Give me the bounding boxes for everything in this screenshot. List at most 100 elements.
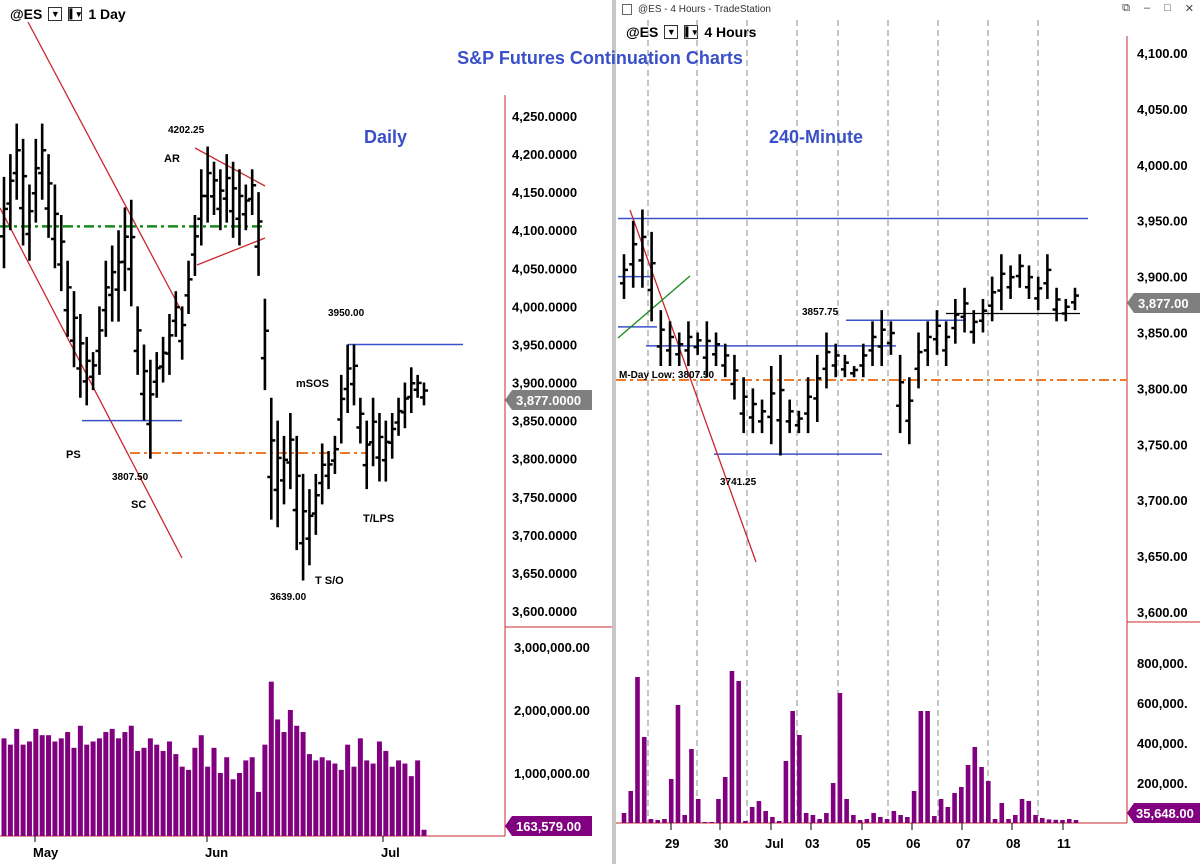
volume-badge-text: 163,579.00 [516, 819, 581, 834]
volume-bar [33, 728, 39, 836]
daily-chart-panel[interactable]: @ES ▼ ▍▾ 1 Day 4,250.0000 4,200.0000 4,150… [0, 0, 614, 864]
volume-bar [71, 747, 77, 836]
volume-bar [824, 813, 829, 823]
triangle-lower [196, 237, 266, 266]
volume-bar [351, 766, 357, 836]
right-toolbar: @ES ▼ ▍▾ 4 Hours [616, 18, 756, 46]
volume-bar [205, 766, 211, 836]
volume-bar [275, 719, 281, 836]
volume-bar [641, 737, 647, 823]
panel-divider [612, 0, 616, 864]
volume-bar [871, 813, 876, 823]
price-badge-text: 3,877.0000 [516, 393, 581, 408]
close-icon[interactable]: ✕ [1184, 3, 1194, 15]
price-tick-label: 4,050.00 [1137, 102, 1188, 117]
restore-icon[interactable]: ⧉ [1122, 2, 1130, 14]
symbol-dropdown-icon[interactable]: ▼ [664, 25, 679, 39]
volume-bar [192, 747, 198, 836]
daily-chart-svg[interactable]: 4,250.0000 4,200.0000 4,150.0000 4,100.0000… [0, 0, 614, 864]
volume-badge [1127, 803, 1200, 823]
volume-bar [770, 817, 775, 823]
volume-tick-label: 400,000. [1137, 736, 1188, 751]
price-tick-label: 4,150.0000 [512, 185, 577, 200]
price-tick-label: 4,000.0000 [512, 299, 577, 314]
volume-bar [621, 813, 627, 823]
volume-bar [911, 791, 917, 823]
price-tick-label: 4,050.0000 [512, 261, 577, 276]
volume-bar [383, 750, 389, 836]
date-tick-label: 05 [856, 836, 870, 851]
volume-bar [1060, 820, 1065, 823]
volume-bar [749, 807, 755, 823]
price-tick-label: 3,950.00 [1137, 214, 1188, 229]
volume-tick-label: 800,000. [1137, 656, 1188, 671]
volume-bar [1012, 815, 1018, 823]
volume-bar [743, 821, 748, 823]
date-tick-label: 03 [805, 836, 819, 851]
left-toolbar: @ES ▼ ▍▾ 1 Day [0, 0, 126, 28]
volume-bar [65, 732, 71, 836]
volume-bar [992, 819, 998, 823]
annotation-sc: SC [131, 499, 146, 511]
downtrend-line [629, 209, 757, 563]
volume-bar [1006, 819, 1011, 823]
volume-bar [20, 744, 26, 836]
volume-bar [122, 732, 128, 836]
price-tick-label: 4,100.0000 [512, 223, 577, 238]
trend-channel-lower [0, 207, 183, 559]
volume-bar [844, 799, 849, 823]
volume-bar [211, 747, 217, 836]
volume-bar [689, 749, 694, 823]
date-tick-label: 08 [1006, 836, 1020, 851]
volume-bar [345, 744, 351, 836]
volume-tick-label: 3,000,000.00 [514, 640, 590, 655]
interval-label[interactable]: 4 Hours [704, 24, 757, 40]
date-tick-label: 29 [665, 836, 679, 851]
volume-bar [1039, 818, 1045, 823]
volume-bar [103, 732, 109, 836]
volume-bar [898, 815, 903, 823]
four-hour-chart-panel[interactable]: @ES - 4 Hours - TradeStation ⧉ – □ ✕ @ES… [616, 0, 1200, 864]
annotation-t-lps: T/LPS [363, 513, 394, 525]
volume-bar [776, 821, 782, 823]
volume-bar [1019, 799, 1025, 823]
volume-bar [648, 819, 654, 823]
maximize-icon[interactable]: □ [1164, 2, 1171, 14]
price-tick-label: 3,600.00 [1137, 605, 1188, 620]
price-tick-label: 4,250.0000 [512, 109, 577, 124]
volume-bar [14, 728, 20, 836]
volume-bar [7, 744, 13, 836]
volume-bar [1046, 819, 1052, 823]
volume-bar [224, 757, 230, 836]
volume-bar [864, 819, 870, 823]
date-tick-label: Jul [765, 836, 784, 851]
symbol-label[interactable]: @ES [10, 6, 43, 22]
price-badge-text: 3,877.00 [1138, 296, 1189, 311]
price-tick-label: 3,800.00 [1137, 381, 1188, 396]
price-tick-label: 3,900.0000 [512, 376, 577, 391]
volume-bar [389, 766, 395, 836]
volume-bar [1026, 801, 1032, 823]
volume-bar [945, 807, 951, 823]
volume-bar [154, 744, 160, 836]
four-hour-chart-svg[interactable]: 4,100.00 4,050.00 4,000.00 3,950.00 3,900.00… [616, 0, 1200, 864]
volume-bar [332, 763, 338, 836]
minimize-icon[interactable]: – [1144, 2, 1151, 14]
interval-dropdown-icon[interactable]: ▍▾ [684, 25, 699, 39]
interval-label[interactable]: 1 Day [88, 6, 126, 22]
volume-bar [268, 681, 274, 836]
volume-bar [141, 747, 147, 836]
green-uptrend-line [617, 275, 691, 339]
annotation-m-day-low: M-Day Low: 3807.50 [619, 370, 714, 381]
symbol-label[interactable]: @ES [626, 24, 659, 40]
interval-dropdown-icon[interactable]: ▍▾ [68, 7, 83, 21]
volume-bar [338, 769, 344, 836]
volume-bar [109, 728, 115, 836]
volume-bar [281, 732, 287, 836]
volume-bar [287, 710, 293, 836]
symbol-dropdown-icon[interactable]: ▼ [48, 7, 63, 21]
volume-bar [736, 681, 741, 823]
volume-bar [884, 819, 890, 823]
volume-bar [160, 750, 166, 836]
annotation-ar: AR [164, 153, 180, 165]
